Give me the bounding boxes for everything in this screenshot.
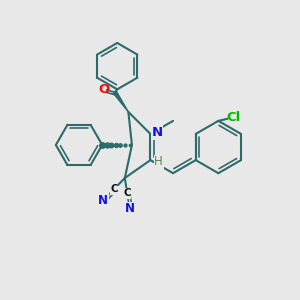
Text: C: C xyxy=(123,188,131,198)
Text: O: O xyxy=(98,83,109,96)
Text: N: N xyxy=(152,126,163,139)
Polygon shape xyxy=(113,91,128,112)
Text: N: N xyxy=(98,194,108,207)
Text: H: H xyxy=(154,155,163,168)
Text: Cl: Cl xyxy=(227,111,241,124)
Text: N: N xyxy=(124,202,134,215)
Text: C: C xyxy=(110,184,118,194)
